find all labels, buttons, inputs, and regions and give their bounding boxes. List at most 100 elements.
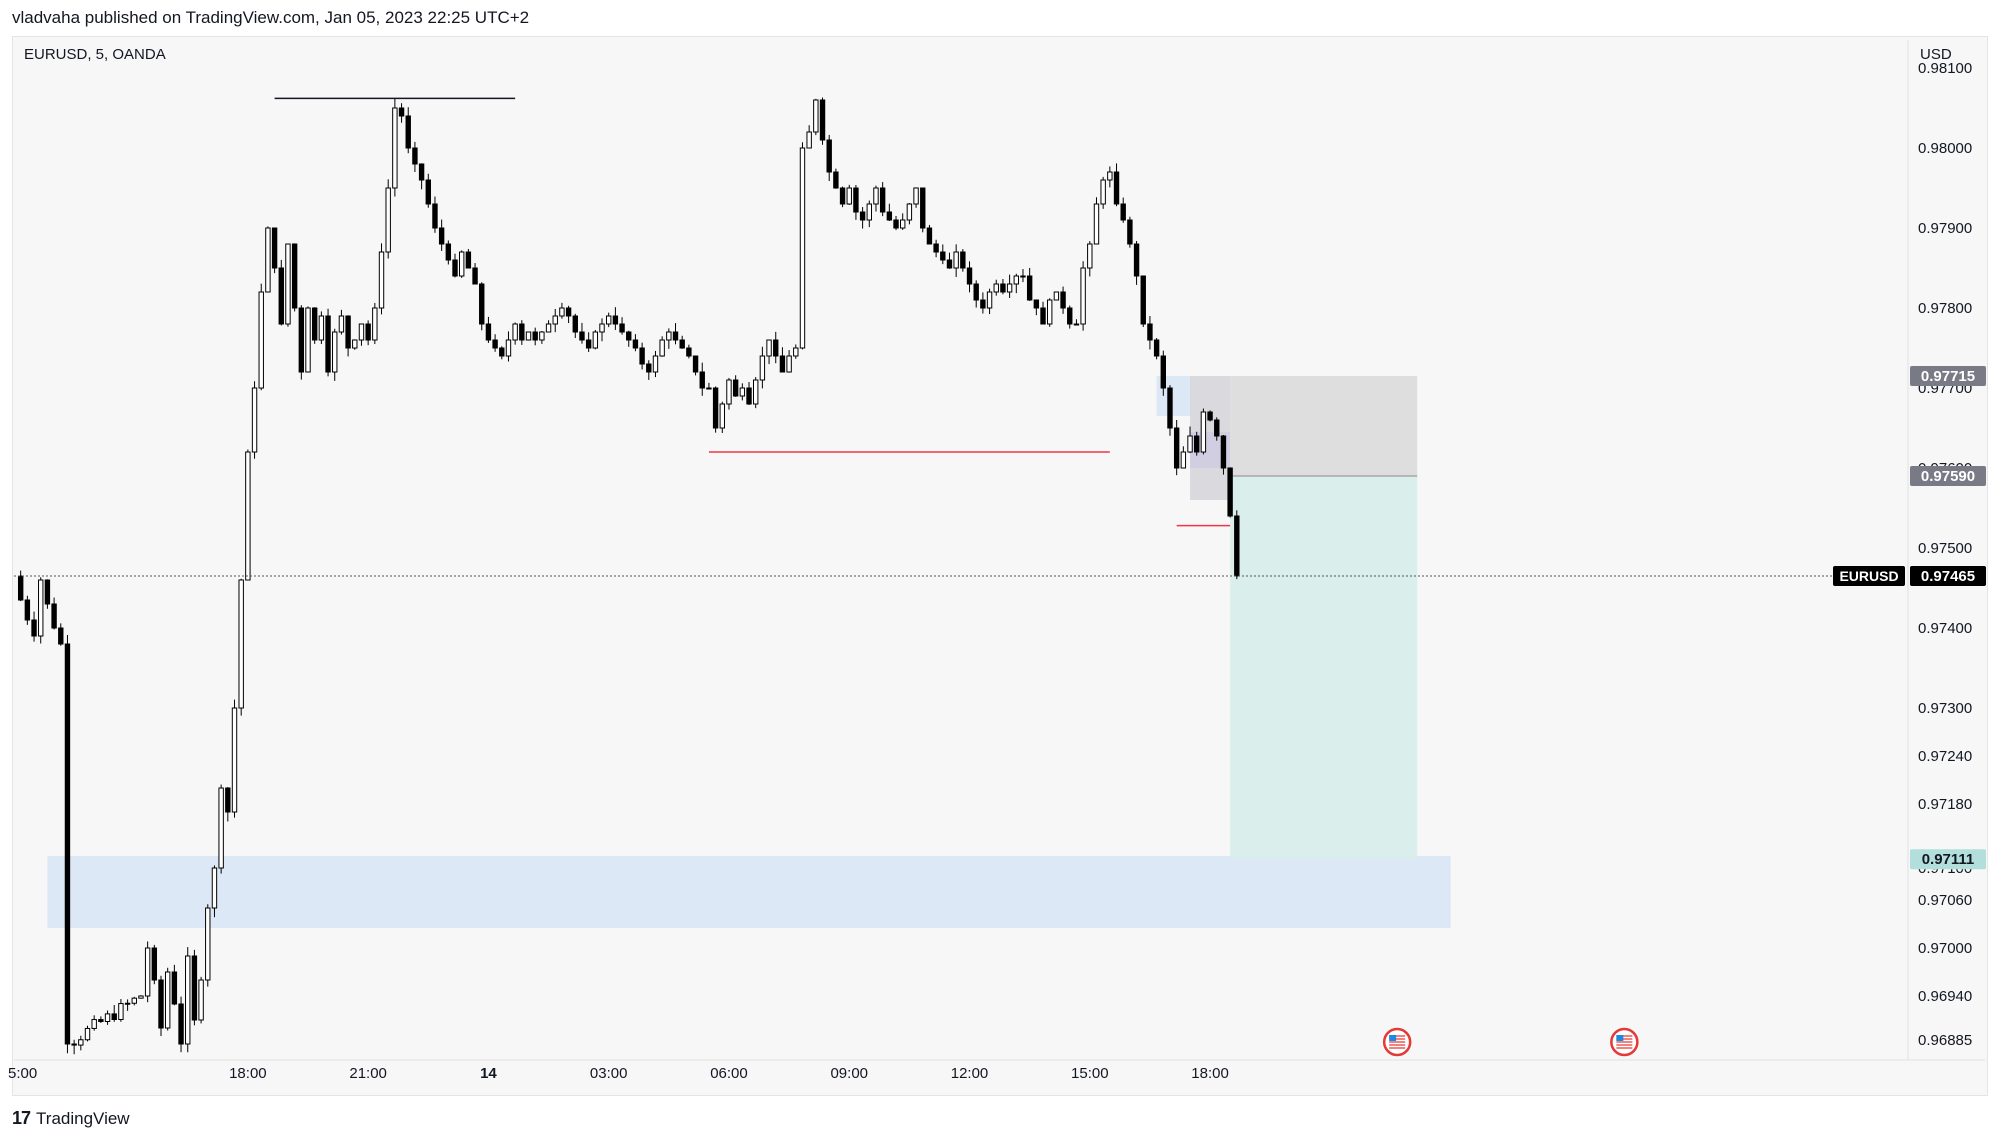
candle bbox=[813, 98, 819, 136]
candle bbox=[24, 595, 31, 625]
candle-body-down bbox=[298, 307, 305, 373]
candle bbox=[479, 282, 485, 331]
candle-body-down bbox=[98, 1019, 104, 1023]
candle bbox=[151, 944, 158, 985]
candle bbox=[619, 317, 625, 335]
candle bbox=[472, 263, 478, 285]
us-event-flag-1[interactable] bbox=[1382, 1027, 1412, 1057]
candle bbox=[846, 184, 852, 205]
flag-canton bbox=[1389, 1035, 1397, 1041]
candle-body-down bbox=[646, 363, 652, 373]
candle-body-up bbox=[1047, 299, 1053, 325]
candle-body-down bbox=[579, 331, 585, 341]
candle bbox=[365, 320, 371, 346]
time-tick-label: 03:00 bbox=[590, 1065, 628, 1082]
candle-body-down bbox=[746, 387, 752, 405]
risk-zone[interactable] bbox=[1230, 376, 1418, 476]
candle-body-down bbox=[271, 227, 278, 269]
candle-body-down bbox=[779, 355, 786, 373]
candle-body-down bbox=[732, 379, 739, 397]
candle-body-down bbox=[672, 331, 679, 341]
candle bbox=[111, 1004, 117, 1022]
candle-body-down bbox=[699, 371, 705, 389]
candle bbox=[418, 163, 425, 190]
price-label-text: 0.97715 bbox=[1921, 368, 1975, 385]
candle-body-down bbox=[492, 339, 498, 349]
symbol-label[interactable]: EURUSD, 5, OANDA bbox=[24, 46, 166, 63]
candle-body-down bbox=[1120, 203, 1126, 221]
candle-body-down bbox=[519, 323, 525, 341]
candle bbox=[552, 309, 558, 333]
candle bbox=[525, 331, 532, 341]
candle-body-down bbox=[980, 299, 986, 309]
candle-body-up bbox=[372, 307, 378, 341]
candle-body-up bbox=[285, 243, 291, 325]
price-tick-label: 0.97800 bbox=[1918, 300, 1972, 317]
candle bbox=[191, 949, 198, 1026]
us-event-flag-2[interactable] bbox=[1610, 1027, 1639, 1057]
candle bbox=[920, 187, 926, 233]
price-tick-label: 0.97500 bbox=[1918, 540, 1972, 557]
symbol-tag-bg bbox=[1833, 566, 1905, 586]
candle bbox=[218, 784, 224, 874]
candle bbox=[659, 336, 665, 357]
candle-body-up bbox=[1093, 203, 1100, 245]
candle bbox=[539, 330, 545, 344]
candle-body-down bbox=[639, 347, 645, 365]
candle bbox=[325, 308, 331, 377]
candle bbox=[1120, 197, 1126, 223]
candle-body-up bbox=[338, 315, 345, 333]
price-tick-label: 0.97400 bbox=[1918, 620, 1972, 637]
candle bbox=[412, 141, 418, 172]
price-labels-layer: 0.97715 0.97590 0.97465 EURUSD 0.97111 bbox=[1833, 366, 1986, 870]
candle bbox=[639, 342, 645, 370]
candle-body-up bbox=[846, 187, 852, 205]
candle-body-down bbox=[839, 187, 846, 205]
candle bbox=[1133, 241, 1140, 285]
demand-zone[interactable] bbox=[47, 856, 1451, 928]
candle bbox=[144, 941, 151, 1003]
candle-body-down bbox=[499, 347, 505, 357]
candle-body-down bbox=[859, 211, 866, 221]
candle bbox=[398, 103, 405, 123]
tradingview-brand[interactable]: 17 TradingView bbox=[12, 1108, 130, 1129]
candle bbox=[953, 244, 959, 277]
candle-body-up bbox=[866, 203, 872, 221]
candle-body-down bbox=[619, 323, 625, 333]
candle-body-down bbox=[946, 259, 953, 269]
candle bbox=[1073, 319, 1080, 326]
candle-body-up bbox=[806, 131, 812, 149]
candle-body-down bbox=[365, 323, 371, 341]
candle-body-down bbox=[64, 643, 71, 1045]
candle bbox=[773, 331, 779, 364]
candle bbox=[338, 309, 345, 335]
candle-body-down bbox=[225, 787, 231, 813]
reward-zone[interactable] bbox=[1230, 476, 1418, 860]
candle-body-down bbox=[833, 171, 839, 189]
candle-body-down bbox=[973, 283, 979, 301]
candle bbox=[164, 967, 171, 1031]
candle-body-down bbox=[171, 971, 178, 1005]
time-tick-label: 12:00 bbox=[951, 1065, 989, 1082]
candle-body-up bbox=[38, 579, 44, 637]
candle-body-down bbox=[893, 219, 899, 229]
candle bbox=[519, 320, 525, 345]
time-tick-label: 06:00 bbox=[710, 1065, 748, 1082]
candle bbox=[445, 240, 452, 265]
candle-body-up bbox=[378, 251, 385, 309]
price-label-text: 0.97590 bbox=[1921, 468, 1975, 485]
candle bbox=[131, 996, 137, 1006]
candle bbox=[44, 579, 51, 609]
candle-body-up bbox=[231, 707, 238, 813]
candle-body-up bbox=[1200, 411, 1207, 453]
candle bbox=[793, 344, 799, 359]
candle-body-up bbox=[1180, 451, 1187, 469]
price-label-target: 0.97111 bbox=[1910, 849, 1986, 870]
candle bbox=[512, 322, 518, 345]
time-tick-label: 21:00 bbox=[349, 1065, 387, 1082]
candle bbox=[906, 203, 913, 225]
candle-body-up bbox=[539, 331, 545, 341]
price-tick-label: 0.96940 bbox=[1918, 988, 1972, 1005]
candle bbox=[1160, 350, 1167, 396]
